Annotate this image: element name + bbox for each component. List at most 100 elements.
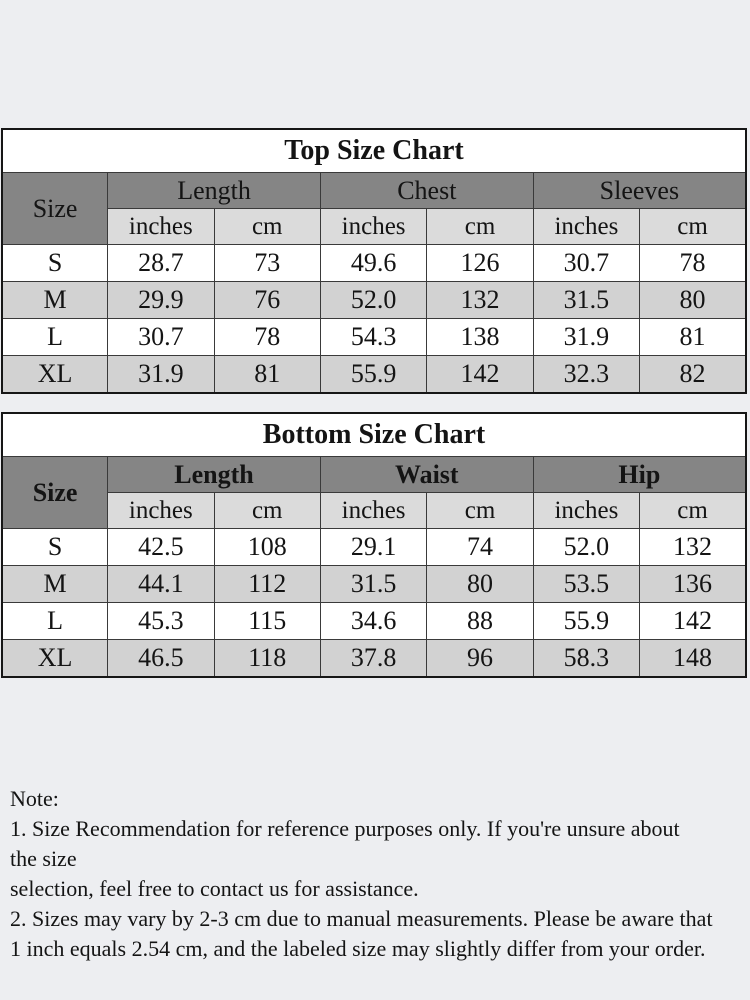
value-cell: 49.6 <box>319 244 428 282</box>
column-header-size: Size <box>1 456 109 529</box>
column-header-group: Chest <box>319 172 534 209</box>
table-row: XL 46.5 118 37.8 96 58.3 148 <box>1 639 747 678</box>
table-row: S 28.7 73 49.6 126 30.7 78 <box>1 244 747 282</box>
value-cell: 31.9 <box>532 318 641 356</box>
column-header-unit: inches <box>319 208 428 245</box>
column-header-group: Hip <box>532 456 747 493</box>
note-line: 2. Sizes may vary by 2-3 cm due to manua… <box>10 906 713 931</box>
value-cell: 42.5 <box>107 528 215 566</box>
column-header-unit: inches <box>319 492 428 529</box>
column-header-unit: cm <box>639 492 747 529</box>
table-row: L 30.7 78 54.3 138 31.9 81 <box>1 318 747 356</box>
table-row: XL 31.9 81 55.9 142 32.3 82 <box>1 355 747 394</box>
note-section: Note: 1. Size Recommendation for referen… <box>10 784 744 964</box>
table-row: M 29.9 76 52.0 132 31.5 80 <box>1 281 747 319</box>
value-cell: 112 <box>213 565 321 603</box>
value-cell: 34.6 <box>319 602 428 640</box>
table-title-row: Bottom Size Chart <box>1 412 747 457</box>
column-header-unit: cm <box>639 208 747 245</box>
top-size-chart: Top Size Chart Size Length Chest Sleeves inch… <box>1 128 747 394</box>
size-table: Top Size Chart Size Length Chest Sleeves inch… <box>1 128 747 394</box>
value-cell: 52.0 <box>319 281 428 319</box>
column-header-unit: inches <box>532 492 641 529</box>
column-header-group: Sleeves <box>532 172 747 209</box>
note-line: selection, feel free to contact us for a… <box>10 876 419 901</box>
note-line: 1. Size Recommendation for reference pur… <box>10 816 680 841</box>
note-heading: Note: <box>10 786 59 811</box>
value-cell: 32.3 <box>532 355 641 394</box>
column-header-group: Waist <box>319 456 534 493</box>
value-cell: 73 <box>213 244 321 282</box>
value-cell: 58.3 <box>532 639 641 678</box>
column-header-group: Length <box>107 456 321 493</box>
value-cell: 142 <box>639 602 747 640</box>
value-cell: 76 <box>213 281 321 319</box>
value-cell: 80 <box>426 565 534 603</box>
size-cell: L <box>1 602 109 640</box>
value-cell: 108 <box>213 528 321 566</box>
value-cell: 115 <box>213 602 321 640</box>
value-cell: 53.5 <box>532 565 641 603</box>
size-cell: S <box>1 244 109 282</box>
value-cell: 45.3 <box>107 602 215 640</box>
value-cell: 78 <box>213 318 321 356</box>
size-cell: M <box>1 565 109 603</box>
value-cell: 31.9 <box>107 355 215 394</box>
table-title-row: Top Size Chart <box>1 128 747 173</box>
value-cell: 78 <box>639 244 747 282</box>
value-cell: 31.5 <box>319 565 428 603</box>
column-header-unit: cm <box>426 492 534 529</box>
value-cell: 148 <box>639 639 747 678</box>
value-cell: 80 <box>639 281 747 319</box>
value-cell: 88 <box>426 602 534 640</box>
value-cell: 46.5 <box>107 639 215 678</box>
value-cell: 31.5 <box>532 281 641 319</box>
value-cell: 118 <box>213 639 321 678</box>
value-cell: 81 <box>639 318 747 356</box>
value-cell: 142 <box>426 355 534 394</box>
value-cell: 82 <box>639 355 747 394</box>
note-line: the size <box>10 846 77 871</box>
size-cell: S <box>1 528 109 566</box>
column-header-group: Length <box>107 172 321 209</box>
unit-header-row: inches cm inches cm inches cm <box>2 492 747 529</box>
value-cell: 30.7 <box>107 318 215 356</box>
value-cell: 52.0 <box>532 528 641 566</box>
table-row: L 45.3 115 34.6 88 55.9 142 <box>1 602 747 640</box>
value-cell: 54.3 <box>319 318 428 356</box>
size-cell: M <box>1 281 109 319</box>
value-cell: 29.1 <box>319 528 428 566</box>
value-cell: 138 <box>426 318 534 356</box>
value-cell: 30.7 <box>532 244 641 282</box>
value-cell: 55.9 <box>319 355 428 394</box>
table-title: Top Size Chart <box>1 128 747 173</box>
column-header-unit: cm <box>213 208 321 245</box>
value-cell: 37.8 <box>319 639 428 678</box>
value-cell: 29.9 <box>107 281 215 319</box>
table-title: Bottom Size Chart <box>1 412 747 457</box>
bottom-size-chart: Bottom Size Chart Size Length Waist Hip inche… <box>1 412 747 678</box>
group-header-row: Size Length Chest Sleeves <box>1 172 747 245</box>
unit-header-row: inches cm inches cm inches cm <box>2 208 747 245</box>
value-cell: 74 <box>426 528 534 566</box>
column-header-unit: inches <box>107 208 215 245</box>
value-cell: 28.7 <box>107 244 215 282</box>
column-header-unit: cm <box>426 208 534 245</box>
column-header-unit: inches <box>107 492 215 529</box>
size-cell: XL <box>1 355 109 394</box>
column-header-size: Size <box>1 172 109 245</box>
group-header-row: Size Length Waist Hip <box>1 456 747 529</box>
value-cell: 44.1 <box>107 565 215 603</box>
value-cell: 136 <box>639 565 747 603</box>
value-cell: 55.9 <box>532 602 641 640</box>
size-cell: XL <box>1 639 109 678</box>
column-header-unit: cm <box>213 492 321 529</box>
value-cell: 126 <box>426 244 534 282</box>
table-row: S 42.5 108 29.1 74 52.0 132 <box>1 528 747 566</box>
note-line: 1 inch equals 2.54 cm, and the labeled s… <box>10 936 706 961</box>
value-cell: 96 <box>426 639 534 678</box>
value-cell: 81 <box>213 355 321 394</box>
size-table: Bottom Size Chart Size Length Waist Hip inche… <box>1 412 747 678</box>
size-cell: L <box>1 318 109 356</box>
table-row: M 44.1 112 31.5 80 53.5 136 <box>1 565 747 603</box>
